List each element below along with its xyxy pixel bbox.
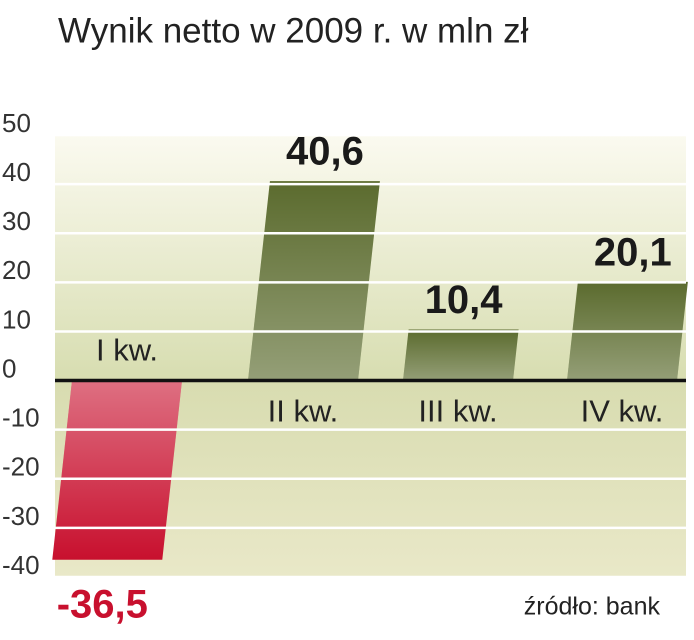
value-label: 40,6 (286, 130, 364, 174)
y-tick-label: 10 (2, 304, 31, 334)
category-label: III kw. (418, 394, 497, 429)
y-tick-label: -30 (2, 501, 40, 531)
y-tick-label: -40 (2, 550, 40, 580)
chart-title: Wynik netto w 2009 r. w mln zł (58, 11, 529, 50)
y-tick-label: 0 (2, 353, 16, 383)
y-tick-label: 40 (2, 157, 31, 187)
y-tick-label: -10 (2, 403, 40, 433)
value-label: -36,5 (57, 583, 148, 627)
y-tick-label: -20 (2, 452, 40, 482)
source: źródło: bank (524, 593, 661, 621)
value-label: 10,4 (425, 278, 504, 322)
value-label: 20,1 (594, 230, 672, 274)
y-tick-label: 20 (2, 255, 31, 285)
category-label: II kw. (268, 394, 339, 429)
category-label: IV kw. (581, 394, 664, 429)
category-label: I kw. (96, 333, 158, 368)
bar-shade (52, 380, 182, 560)
bar-shade (403, 329, 519, 381)
y-tick-label: 50 (2, 108, 31, 138)
y-tick-label: 30 (2, 206, 31, 236)
bar-shade (248, 181, 380, 381)
